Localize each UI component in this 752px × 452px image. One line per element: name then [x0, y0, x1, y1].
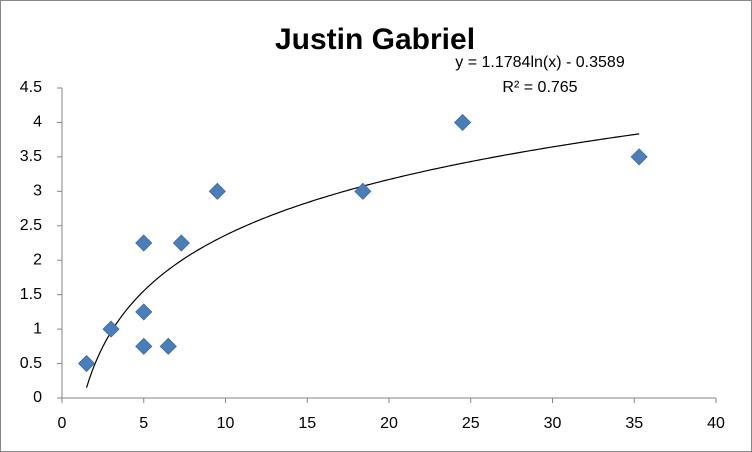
- point: [354, 182, 372, 200]
- trendline-equation: y = 1.1784ln(x) - 0.3589: [455, 54, 625, 71]
- point: [208, 182, 226, 200]
- point: [172, 234, 190, 252]
- point: [102, 320, 120, 338]
- y-tick-label: 2: [33, 251, 42, 268]
- point: [77, 354, 96, 373]
- x-tick-label: 5: [139, 415, 148, 432]
- x-tick-label: 30: [544, 415, 562, 432]
- point: [159, 337, 177, 355]
- y-tick-label: 1: [33, 320, 42, 337]
- y-tick-label: 4: [33, 114, 42, 131]
- point: [135, 337, 153, 355]
- x-tick-label: 0: [58, 415, 67, 432]
- x-tick-label: 10: [217, 415, 235, 432]
- y-tick-label: 0: [33, 389, 42, 406]
- x-tick-label: 20: [380, 415, 398, 432]
- y-tick-label: 3.5: [20, 148, 42, 165]
- point: [630, 148, 648, 166]
- y-tick-label: 2.5: [20, 217, 42, 234]
- x-tick-label: 35: [625, 415, 643, 432]
- y-tick-label: 3: [33, 183, 42, 200]
- y-tick-label: 1.5: [20, 286, 42, 303]
- y-tick-label: 4.5: [20, 79, 42, 96]
- point: [135, 303, 153, 321]
- point: [454, 113, 472, 132]
- x-tick-label: 40: [707, 415, 725, 432]
- y-tick-label: 0.5: [20, 355, 42, 372]
- point: [135, 234, 153, 252]
- x-tick-label: 15: [298, 415, 316, 432]
- x-tick-label: 25: [462, 415, 480, 432]
- trendline-r-squared: R² = 0.765: [502, 79, 577, 96]
- chart-title: Justin Gabriel: [275, 23, 475, 56]
